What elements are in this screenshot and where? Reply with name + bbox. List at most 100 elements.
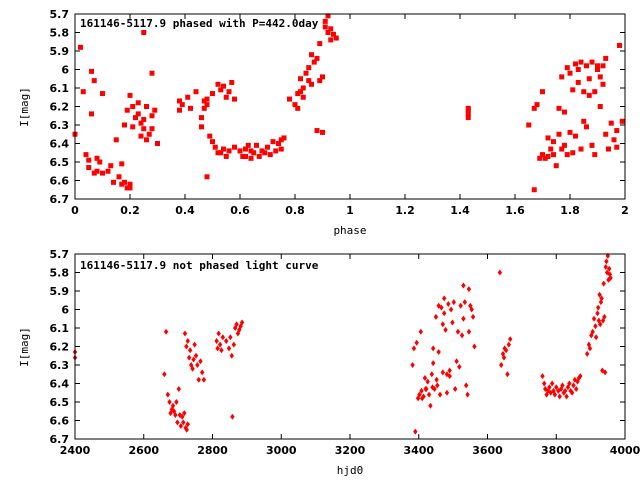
data-point — [174, 399, 179, 405]
data-point — [619, 118, 625, 124]
data-point — [243, 146, 248, 152]
y-tick-label: 6.3 — [50, 119, 70, 132]
data-point — [459, 332, 465, 339]
data-point — [602, 369, 608, 376]
data-point — [184, 343, 189, 350]
data-point — [430, 360, 436, 367]
data-point — [306, 78, 312, 84]
data-point — [165, 391, 171, 398]
y-tick-label: 6.4 — [50, 378, 70, 391]
data-point — [578, 59, 584, 65]
y-tick-label: 6.7 — [50, 433, 70, 446]
x-tick-label: 3200 — [335, 444, 366, 457]
data-point — [295, 91, 301, 97]
data-point — [586, 92, 592, 98]
data-point — [113, 137, 119, 143]
data-point — [608, 120, 614, 126]
data-point — [278, 137, 284, 143]
data-point — [328, 26, 334, 32]
data-point — [235, 330, 241, 337]
data-point — [421, 393, 426, 400]
y-axis-ticks-unphased: 5.7 5.8 5.9 6 6.1 6.2 6.3 6.4 6.5 6.6 6.7 — [50, 248, 625, 446]
data-point — [551, 152, 556, 158]
data-point — [149, 70, 155, 76]
data-point — [410, 362, 415, 368]
data-point — [167, 399, 172, 405]
data-point — [199, 124, 204, 130]
data-point — [320, 129, 325, 135]
data-point — [454, 358, 459, 365]
data-point — [507, 336, 513, 343]
x-tick-label: 0.8 — [285, 204, 305, 217]
data-point — [617, 42, 622, 48]
data-point — [600, 81, 606, 87]
data-point — [567, 380, 572, 387]
data-point — [595, 304, 601, 311]
data-point — [259, 148, 265, 154]
data-point — [187, 347, 193, 354]
y-tick-label: 6.1 — [50, 82, 70, 95]
data-point — [606, 146, 611, 152]
data-point — [215, 81, 221, 87]
data-point — [411, 345, 417, 352]
data-point — [192, 341, 197, 348]
data-point — [452, 386, 458, 393]
data-point — [278, 146, 284, 152]
y-tick-label: 6.2 — [50, 101, 70, 114]
data-point — [207, 133, 213, 139]
data-point — [581, 118, 587, 124]
data-point — [593, 334, 599, 341]
y-tick-label: 6.3 — [50, 359, 70, 372]
x-tick-label: 0.2 — [120, 204, 140, 217]
data-point — [238, 323, 243, 330]
x-tick-label: 4000 — [610, 444, 640, 457]
data-point — [100, 170, 105, 176]
data-point — [465, 111, 471, 117]
data-point — [428, 402, 433, 409]
data-point — [100, 91, 105, 97]
x-tick-label: 3000 — [266, 444, 297, 457]
data-point — [130, 104, 136, 109]
data-point — [314, 55, 320, 61]
data-point — [199, 369, 205, 376]
y-axis-label-phased: I[mag] — [18, 87, 31, 127]
data-point — [243, 153, 248, 159]
data-point — [556, 131, 562, 137]
data-point — [130, 124, 136, 130]
data-point — [298, 89, 303, 95]
data-point — [435, 382, 440, 389]
data-point — [567, 129, 573, 135]
data-point — [413, 428, 418, 435]
data-point — [105, 168, 111, 174]
data-point — [220, 334, 226, 341]
x-tick-label: 1.8 — [560, 204, 580, 217]
data-point — [472, 343, 477, 350]
data-point — [571, 382, 576, 389]
data-point — [234, 321, 239, 328]
data-point — [578, 146, 584, 152]
data-point — [465, 115, 471, 121]
data-point — [328, 37, 334, 43]
data-point — [232, 325, 238, 331]
data-point — [127, 181, 133, 187]
x-tick-label: 2400 — [60, 444, 91, 457]
data-point — [325, 30, 331, 35]
data-point — [240, 153, 246, 159]
data-point — [149, 113, 155, 119]
data-point — [212, 144, 218, 150]
data-point — [183, 424, 188, 431]
y-tick-label: 5.9 — [50, 45, 70, 58]
data-point — [325, 13, 331, 19]
data-point — [256, 153, 262, 159]
data-point — [542, 380, 547, 387]
data-point — [429, 371, 435, 378]
x-tick-label: 0.6 — [230, 204, 250, 217]
data-point — [463, 382, 469, 389]
data-point — [595, 310, 600, 317]
data-point — [451, 299, 457, 306]
data-point — [169, 406, 175, 413]
data-point — [322, 18, 328, 24]
data-point — [191, 356, 196, 363]
data-point — [314, 128, 320, 134]
data-point — [446, 300, 451, 307]
